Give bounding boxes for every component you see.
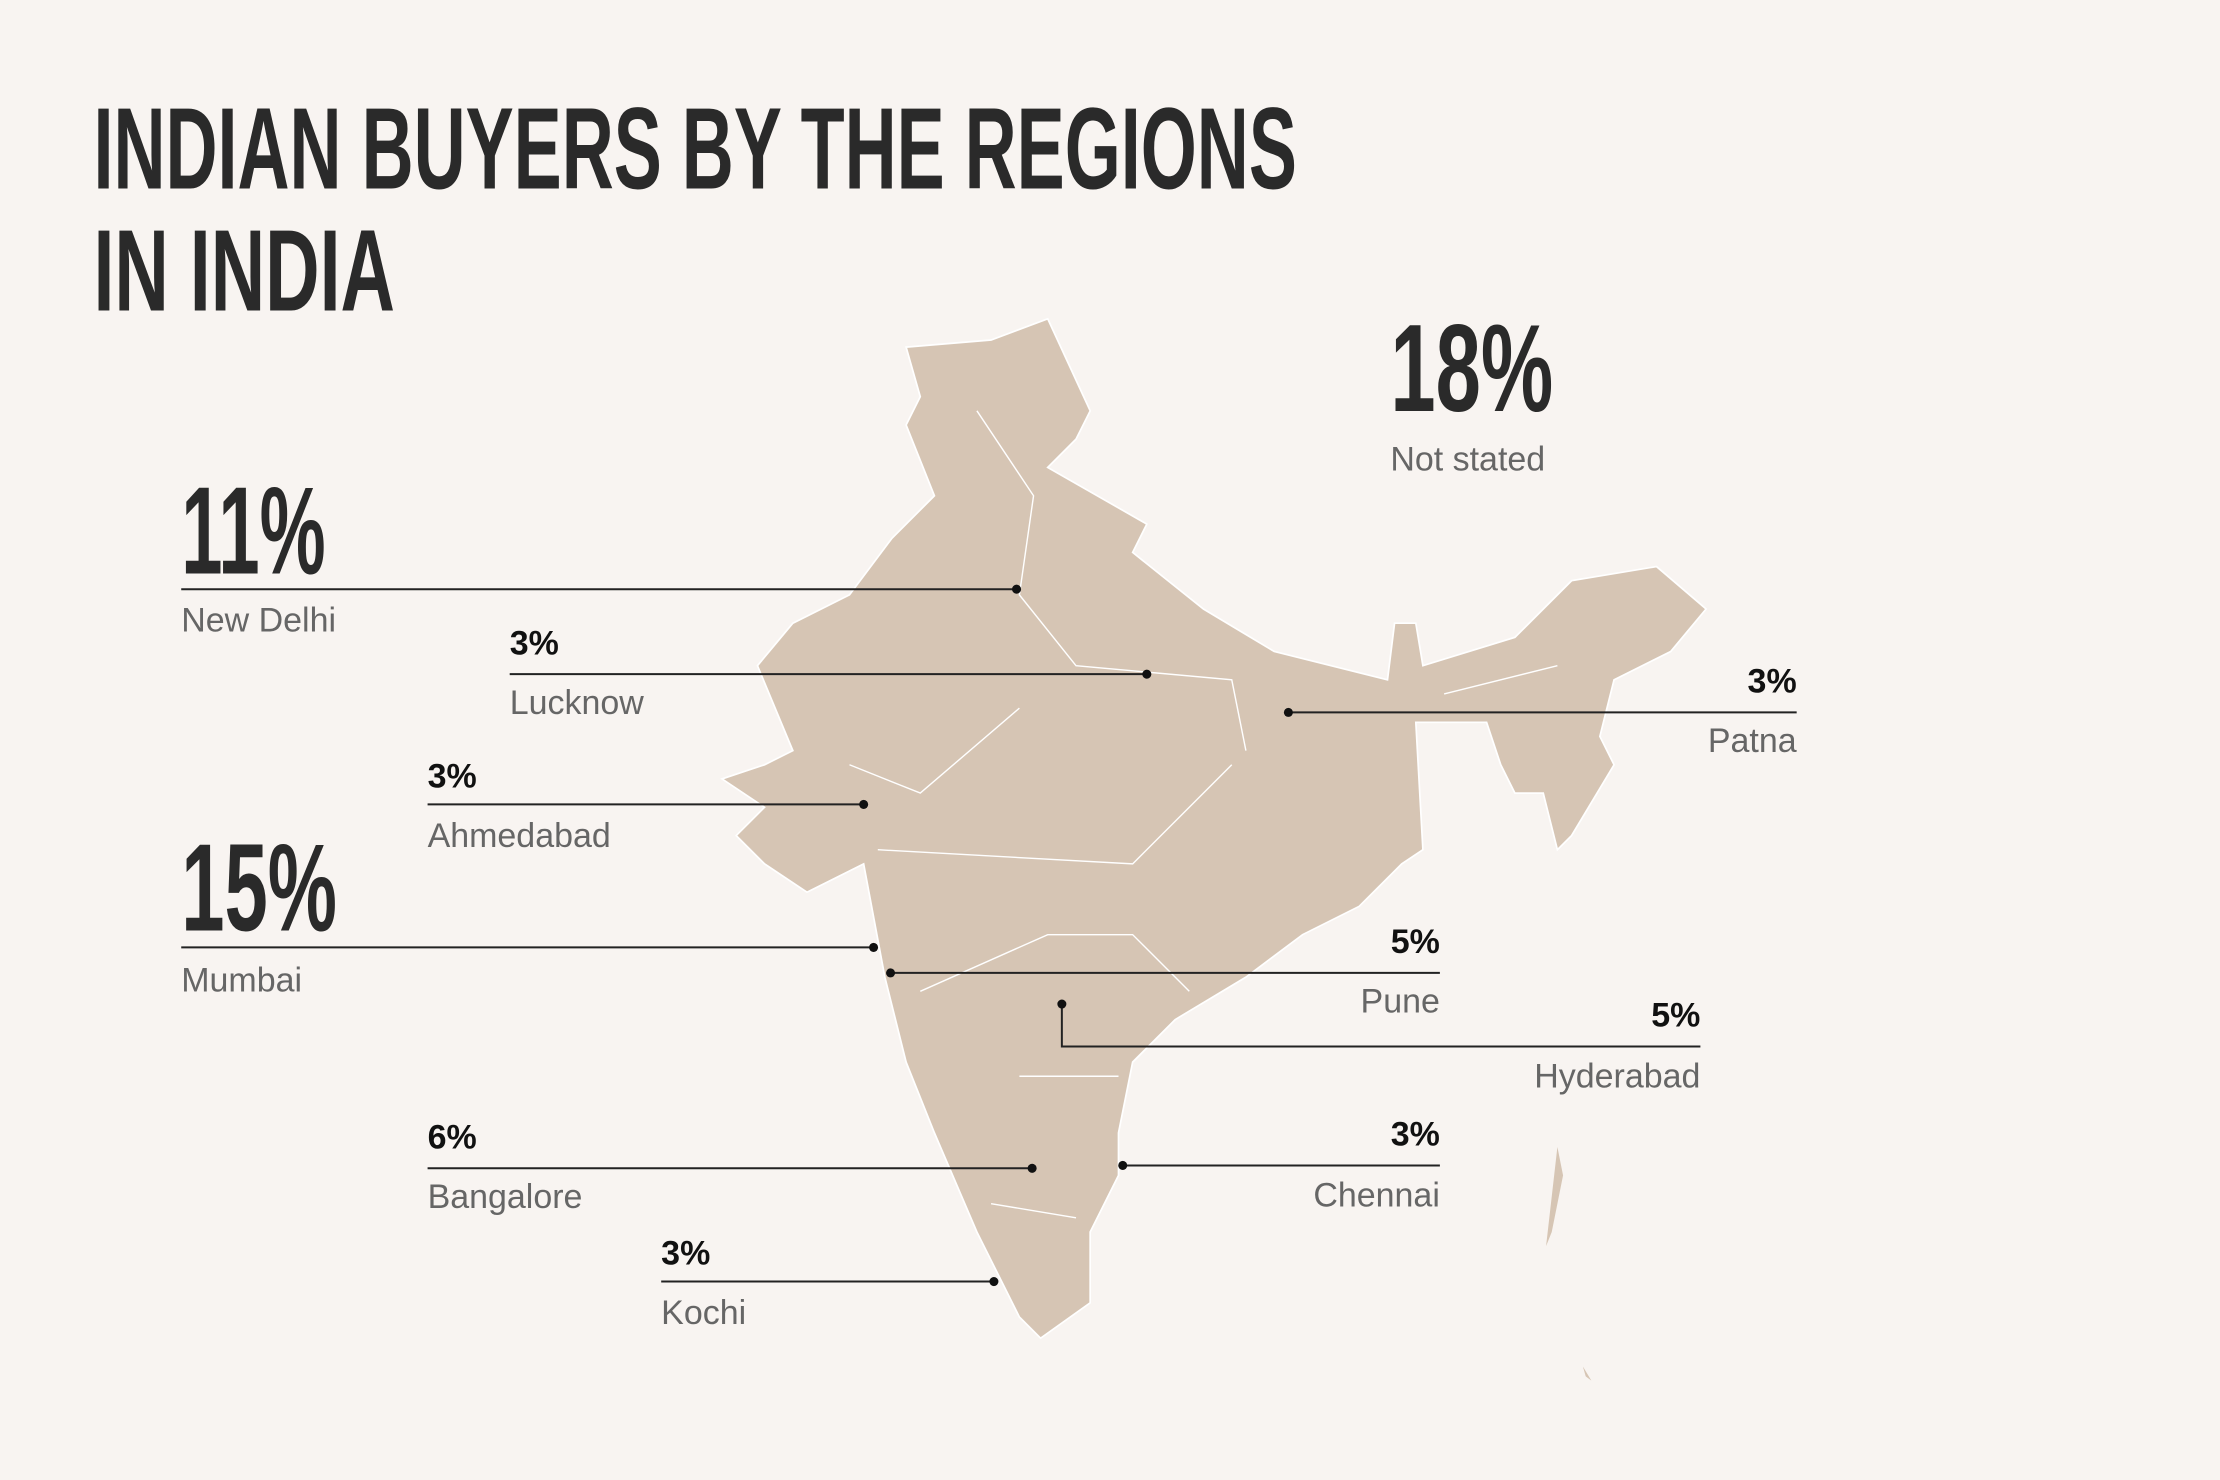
location-dot bbox=[869, 942, 879, 952]
city-label: Not stated bbox=[1390, 440, 1545, 478]
city-label: Kochi bbox=[661, 1294, 746, 1332]
value-label: 3% bbox=[661, 1235, 710, 1273]
value-label: 18% bbox=[1390, 299, 1553, 438]
leader-line bbox=[1060, 1004, 1701, 1048]
value-label: 3% bbox=[1391, 1116, 1440, 1154]
state-borders bbox=[849, 410, 1558, 1219]
value-label: 6% bbox=[428, 1118, 477, 1156]
location-dot bbox=[1057, 999, 1067, 1009]
location-dot bbox=[1283, 707, 1293, 717]
city-label: Patna bbox=[1708, 722, 1797, 760]
city-label: Bangalore bbox=[428, 1178, 583, 1216]
location-dot bbox=[859, 799, 869, 809]
value-label: 15% bbox=[181, 818, 337, 957]
value-label: 5% bbox=[1391, 923, 1440, 961]
city-label: Hyderabad bbox=[1534, 1058, 1700, 1096]
city-label: Ahmedabad bbox=[428, 817, 611, 855]
value-label: 11% bbox=[181, 462, 325, 601]
location-dot bbox=[989, 1277, 999, 1287]
title-line: IN INDIA bbox=[93, 205, 395, 335]
city-label: New Delhi bbox=[181, 602, 336, 640]
city-label: Mumbai bbox=[181, 961, 302, 999]
location-dot bbox=[1027, 1163, 1037, 1173]
value-label: 5% bbox=[1651, 997, 1700, 1035]
title-line: INDIAN BUYERS BY THE REGIONS bbox=[93, 84, 1296, 214]
value-label: 3% bbox=[428, 757, 477, 795]
value-label: 3% bbox=[510, 624, 559, 662]
location-dot bbox=[1142, 669, 1152, 679]
india-map bbox=[720, 317, 1708, 1340]
location-dot bbox=[886, 968, 896, 978]
city-label: Chennai bbox=[1313, 1177, 1440, 1215]
value-label: 3% bbox=[1748, 663, 1797, 701]
location-dot bbox=[1012, 584, 1022, 594]
city-label: Pune bbox=[1361, 983, 1440, 1021]
location-dot bbox=[1118, 1160, 1128, 1170]
city-label: Lucknow bbox=[510, 684, 645, 722]
